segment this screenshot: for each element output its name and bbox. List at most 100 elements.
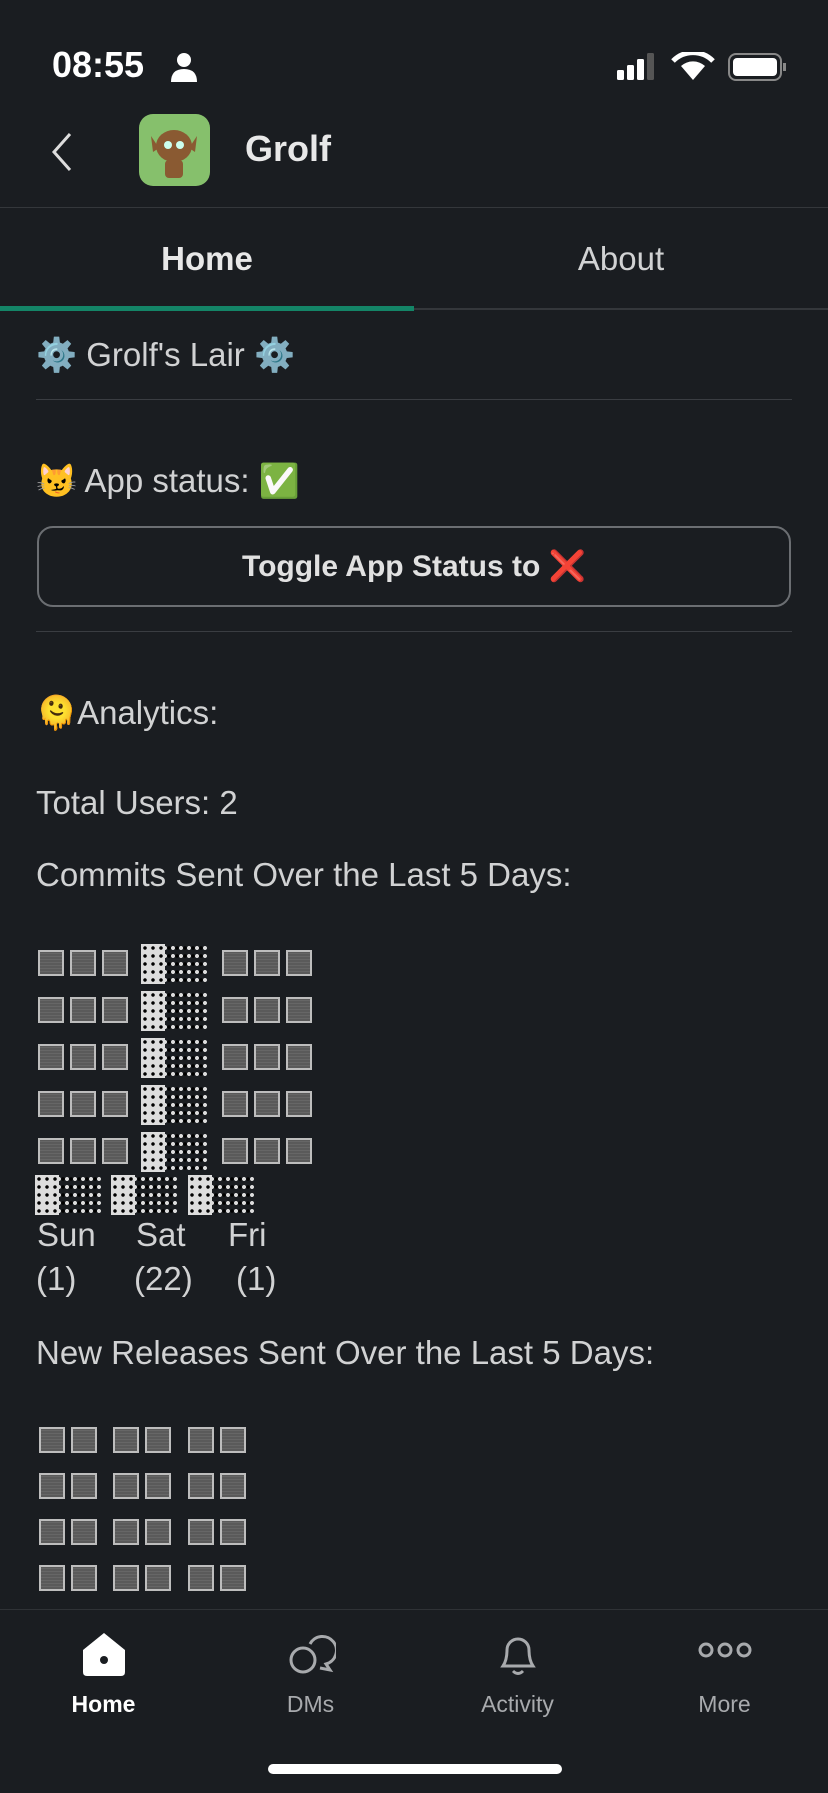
empty-cell [113,1427,139,1453]
empty-cell [102,997,128,1023]
empty-cell [70,1044,96,1070]
empty-cell [286,950,312,976]
empty-cell [188,1427,214,1453]
tab-indicator [0,306,414,311]
commits-title: Commits Sent Over the Last 5 Days: [36,856,572,893]
app-avatar [139,114,210,186]
app-status: 😼 App status: ✅ [36,462,300,501]
home-icon [82,1633,125,1676]
empty-cell [70,1091,96,1117]
empty-cell [38,1091,64,1117]
empty-cell [220,1519,246,1545]
filled-cell [35,1175,101,1215]
analytics-heading: 🫠Analytics: [36,694,218,733]
gear-icon: ⚙️ [253,336,296,373]
filled-cell [141,1132,207,1172]
empty-cell [70,1138,96,1164]
empty-cell [38,1044,64,1070]
empty-cell [254,1138,280,1164]
empty-cell [254,997,280,1023]
empty-cell [71,1473,97,1499]
filled-cell [141,991,207,1031]
empty-cell [220,1565,246,1591]
tab-about[interactable]: About [577,240,665,277]
empty-cell [38,997,64,1023]
empty-cell [145,1473,171,1499]
total-users: Total Users: 2 [36,784,238,821]
person-icon [171,53,197,82]
empty-cell [71,1427,97,1453]
tab-track [0,308,828,310]
nav-home[interactable]: Home [0,1630,207,1718]
lair-title: ⚙️ Grolf's Lair ⚙️ [36,336,295,375]
empty-cell [254,1091,280,1117]
empty-cell [39,1427,65,1453]
empty-cell [145,1565,171,1591]
empty-cell [222,1091,248,1117]
empty-cell [113,1565,139,1591]
toggle-app-status-button[interactable]: Toggle App Status to ❌ [37,526,791,607]
empty-cell [39,1473,65,1499]
empty-cell [38,1138,64,1164]
filled-cell [111,1175,177,1215]
cross-icon: ❌ [548,550,586,583]
nav-label: Home [71,1691,136,1717]
empty-cell [39,1519,65,1545]
empty-cell [102,1138,128,1164]
nav-dms[interactable]: DMs [207,1630,414,1718]
empty-cell [102,1044,128,1070]
filled-cell [141,1085,207,1125]
divider [36,399,792,400]
empty-cell [71,1565,97,1591]
nav-activity[interactable]: Activity [414,1630,621,1718]
empty-cell [254,1044,280,1070]
day-label: Sat [136,1216,186,1253]
empty-cell [286,1091,312,1117]
count-label: (1) [236,1260,277,1297]
empty-cell [39,1565,65,1591]
nav-label: DMs [286,1691,335,1717]
empty-cell [113,1473,139,1499]
analytics-label: Analytics: [77,694,219,731]
status-time: 08:55 [52,44,145,85]
check-icon: ✅ [258,462,300,499]
home-indicator [268,1764,562,1774]
bell-icon [499,1637,536,1675]
more-icon [698,1642,751,1658]
count-label: (22) [134,1260,193,1297]
dms-icon [289,1634,338,1674]
filled-cell [141,944,207,984]
empty-cell [102,950,128,976]
tab-home[interactable]: Home [161,240,253,277]
header-divider [0,207,828,208]
back-icon[interactable] [50,132,74,172]
app-status-label: App status: [84,462,250,499]
empty-cell [222,950,248,976]
empty-cell [286,1044,312,1070]
releases-title: New Releases Sent Over the Last 5 Days: [36,1334,655,1371]
divider [36,631,792,632]
count-label: (1) [36,1260,77,1297]
empty-cell [222,1138,248,1164]
empty-cell [102,1091,128,1117]
empty-cell [71,1519,97,1545]
empty-cell [286,1138,312,1164]
bottom-nav: Home DMs Activity More [0,1609,828,1793]
app-title: Grolf [245,128,331,169]
empty-cell [222,997,248,1023]
cat-icon: 😼 [36,462,78,499]
empty-cell [188,1473,214,1499]
status-icons [617,52,786,81]
nav-more[interactable]: More [621,1630,828,1718]
empty-cell [145,1427,171,1453]
nav-label: More [698,1691,751,1717]
empty-cell [254,950,280,976]
empty-cell [70,997,96,1023]
lair-title-text: Grolf's Lair [86,336,245,373]
gear-icon: ⚙️ [36,336,78,373]
toggle-label: Toggle App Status to [241,549,541,583]
empty-cell [145,1519,171,1545]
empty-cell [286,997,312,1023]
day-label: Sun [37,1216,96,1253]
nav-label: Activity [481,1691,554,1717]
